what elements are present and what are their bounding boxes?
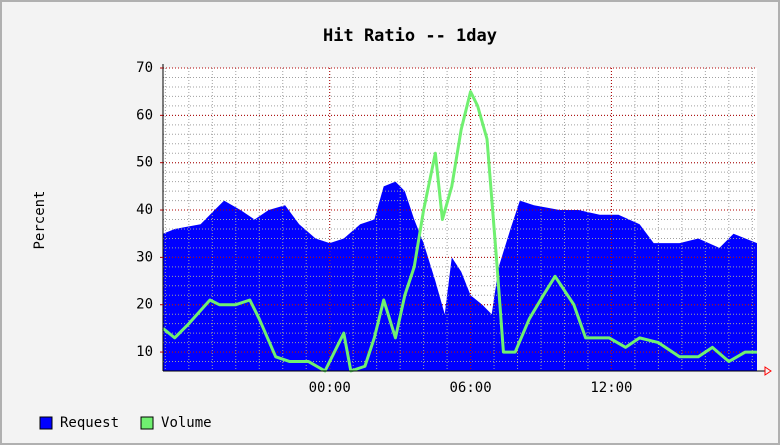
chart-title: Hit Ratio -- 1day	[323, 26, 497, 46]
legend-label: Volume	[161, 415, 212, 431]
y-tick-label: 60	[136, 107, 153, 123]
axis-arrow	[764, 366, 772, 376]
legend-label: Request	[60, 415, 119, 431]
line-series	[162, 90, 757, 373]
legend-swatch	[140, 416, 154, 430]
legend-swatch	[39, 416, 53, 430]
y-tick-label: 20	[136, 297, 153, 313]
y-tick-label: 10	[136, 344, 153, 360]
y-axis-label: Percent	[32, 190, 48, 249]
y-tick-label: 70	[136, 60, 153, 76]
y-tick-label: 40	[136, 202, 153, 218]
y-tick-label: 30	[136, 249, 153, 265]
x-tick-label: 06:00	[449, 380, 491, 396]
x-tick-label: 12:00	[590, 380, 632, 396]
x-tick-label: 00:00	[309, 380, 351, 396]
y-tick-label: 50	[136, 155, 153, 171]
